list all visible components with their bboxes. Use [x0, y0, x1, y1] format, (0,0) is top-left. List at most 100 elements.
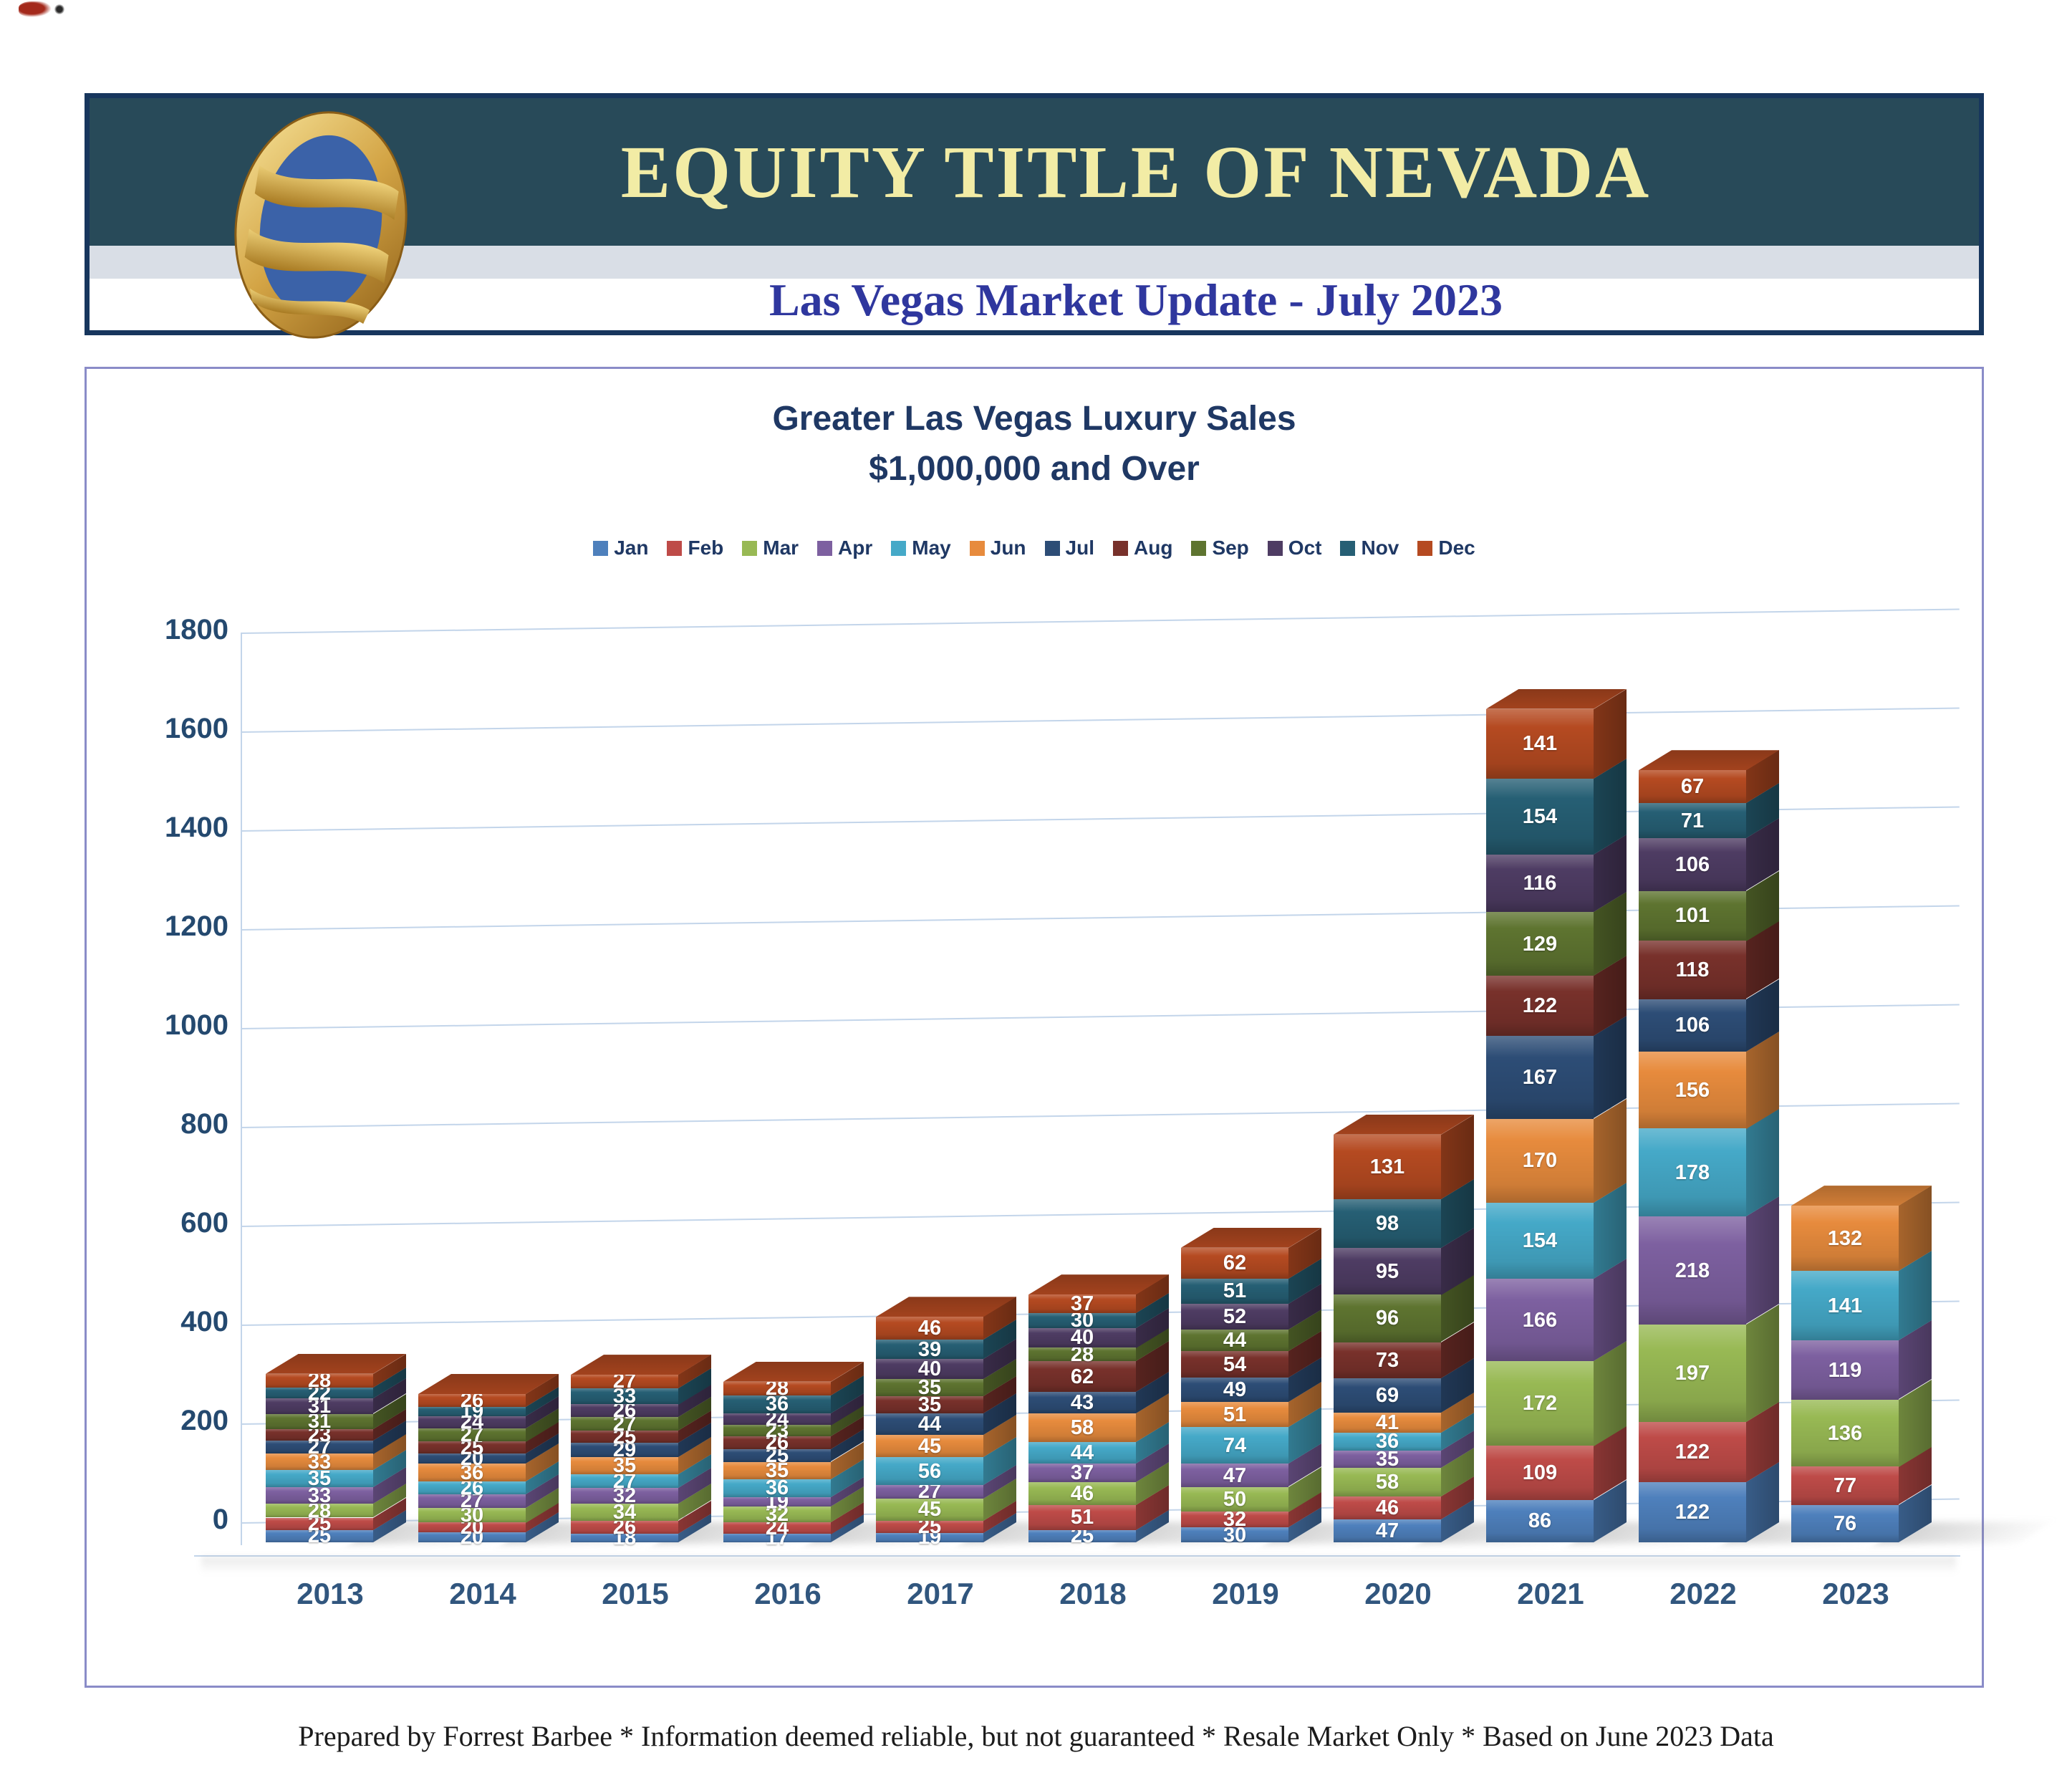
bar-segment-front: [266, 1453, 373, 1471]
bar-segment-front: [1334, 1412, 1441, 1433]
bar-segment-value-label: 40: [917, 1357, 942, 1380]
legend-swatch-icon: [1113, 540, 1128, 556]
x-axis-year-label: 2016: [754, 1577, 821, 1610]
bar-segment-value-label: 46: [1375, 1496, 1399, 1519]
bar-segment-value-label: 54: [1223, 1352, 1247, 1376]
legend-label: Feb: [688, 537, 724, 559]
bar-segment-front: [266, 1388, 373, 1399]
bar-segment-front: [418, 1453, 526, 1464]
bar-segment-front: [418, 1416, 526, 1428]
bar-segment-front: [418, 1464, 526, 1482]
bar-segment-value-label: 154: [1522, 1229, 1558, 1253]
bar-segment-side: [1746, 1196, 1779, 1325]
y-axis-tick-label: 1400: [165, 812, 228, 843]
chart-legend: Jan Feb Mar Apr May Jun Jul Aug Sep Oct Nov Dec: [87, 537, 1982, 559]
bar-segment-value-label: 46: [917, 1317, 942, 1340]
bar-segment-front: [571, 1533, 678, 1542]
bar-segment-front: [1028, 1361, 1136, 1393]
y-axis-tick-label: 600: [180, 1207, 228, 1239]
bar-segment-front: [1028, 1294, 1136, 1313]
bar-segment-value-label: 86: [1528, 1509, 1552, 1533]
bar-segment-front: [1639, 1481, 1746, 1542]
footer-disclaimer: Prepared by Forrest Barbee * Information…: [298, 1720, 1774, 1752]
legend-label: Aug: [1134, 537, 1173, 559]
x-axis-year-label: 2022: [1669, 1577, 1737, 1610]
bar-segment-front: [571, 1388, 678, 1405]
bar-segment-value-label: 56: [917, 1459, 942, 1483]
bar-segment-side: [1746, 1304, 1779, 1422]
bar-segment-front: [1334, 1134, 1441, 1200]
bar-segment-front: [723, 1496, 831, 1507]
bar-segment-value-label: 35: [612, 1454, 637, 1478]
bar-segment-value-label: 106: [1675, 1014, 1710, 1037]
bar-segment-front: [1028, 1504, 1136, 1530]
bar-segment-front: [723, 1436, 831, 1450]
bar-segment-front: [1639, 838, 1746, 891]
legend-item: Aug: [1113, 537, 1172, 559]
legend-item: Feb: [667, 537, 723, 559]
bar-segment-front: [1181, 1303, 1288, 1330]
bar-segment-value-label: 58: [1375, 1470, 1399, 1494]
bar-segment-front: [571, 1488, 678, 1504]
legend-swatch-icon: [817, 540, 833, 556]
bar-segment-front: [1486, 1499, 1594, 1542]
bar-segment-value-label: 41: [1375, 1411, 1399, 1434]
bar-segment-value-label: 95: [1375, 1259, 1399, 1283]
bar-segment-value-label: 39: [917, 1337, 942, 1361]
bar-segment-front: [876, 1395, 983, 1413]
bar-segment-front: [1028, 1464, 1136, 1482]
bar-segment-front: [876, 1340, 983, 1359]
bar-segment-front: [1028, 1392, 1136, 1413]
bar-segment-value-label: 101: [1675, 904, 1710, 928]
legend-item: Sep: [1191, 537, 1249, 559]
bar-segment-front: [418, 1406, 526, 1417]
bar-segment-front: [1639, 1051, 1746, 1129]
y-axis-tick-label: 800: [180, 1108, 228, 1140]
bar-segment-front: [1791, 1504, 1899, 1542]
bar-segment-value-label: 35: [307, 1467, 332, 1491]
bar-segment-value-label: 131: [1369, 1155, 1405, 1178]
bar-segment-value-label: 58: [1070, 1416, 1094, 1439]
bar-segment-value-label: 98: [1375, 1211, 1399, 1235]
bar-segment-value-label: 172: [1522, 1392, 1558, 1416]
scan-artifact: [19, 0, 69, 20]
bar-segment-value-label: 44: [917, 1413, 942, 1436]
bar-segment-front: [1028, 1441, 1136, 1464]
bar-segment-front: [876, 1359, 983, 1379]
bar-segment-front: [266, 1517, 373, 1530]
bar-segment-value-label: 32: [765, 1502, 789, 1526]
legend-item: Jan: [593, 537, 648, 559]
bar-segment-front: [723, 1506, 831, 1522]
bar-segment-front: [1334, 1378, 1441, 1413]
bar-segment-front: [418, 1428, 526, 1442]
bar-segment-value-label: 119: [1828, 1358, 1862, 1382]
bar-segment-value-label: 170: [1522, 1149, 1558, 1173]
bar-segment-value-label: 34: [612, 1500, 637, 1524]
bar-segment-front: [418, 1532, 526, 1542]
x-axis-year-label: 2018: [1059, 1577, 1127, 1610]
bar-segment-front: [1639, 999, 1746, 1052]
bar-segment-front: [876, 1498, 983, 1521]
y-axis-tick-label: 1600: [165, 713, 228, 744]
bar-segment-value-label: 33: [612, 1385, 637, 1408]
bar-segment-front: [1181, 1247, 1288, 1279]
gridline: [240, 707, 1960, 733]
chart-title-line1: Greater Las Vegas Luxury Sales: [772, 400, 1296, 438]
bar-segment-front: [1181, 1527, 1288, 1542]
bar-segment-value-label: 52: [1223, 1304, 1247, 1328]
bar-segment-front: [876, 1413, 983, 1436]
bar-segment-value-label: 36: [765, 1476, 789, 1500]
company-title: EQUITY TITLE OF NEVADA: [620, 131, 1652, 213]
bar-segment-value-label: 51: [1223, 1403, 1247, 1426]
bar-segment-front: [1486, 1446, 1594, 1500]
bar-segment-value-label: 45: [917, 1434, 942, 1458]
bar-segment-value-label: 197: [1675, 1361, 1710, 1385]
gridline: [240, 608, 1960, 634]
market-update-subtitle: Las Vegas Market Update - July 2023: [768, 274, 1503, 325]
legend-swatch-icon: [891, 540, 907, 556]
bar-segment-value-label: 69: [1375, 1383, 1399, 1407]
bar-segment-front: [723, 1381, 831, 1396]
y-axis-tick-label: 1000: [165, 1009, 228, 1041]
legend-swatch-icon: [593, 540, 609, 556]
bar-segment-value-label: 154: [1522, 805, 1558, 829]
